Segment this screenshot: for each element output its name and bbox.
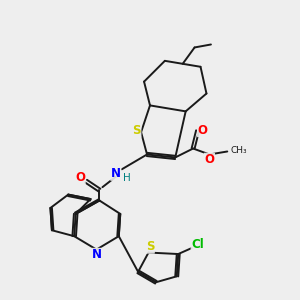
Text: O: O [75, 171, 85, 184]
Text: H: H [123, 172, 131, 183]
Text: Cl: Cl [191, 238, 204, 251]
Text: S: S [132, 124, 141, 137]
Text: S: S [146, 240, 154, 253]
Text: O: O [198, 124, 208, 136]
Text: N: N [111, 167, 121, 180]
Text: N: N [92, 248, 101, 261]
Text: O: O [204, 153, 214, 166]
Text: CH₃: CH₃ [231, 146, 248, 154]
